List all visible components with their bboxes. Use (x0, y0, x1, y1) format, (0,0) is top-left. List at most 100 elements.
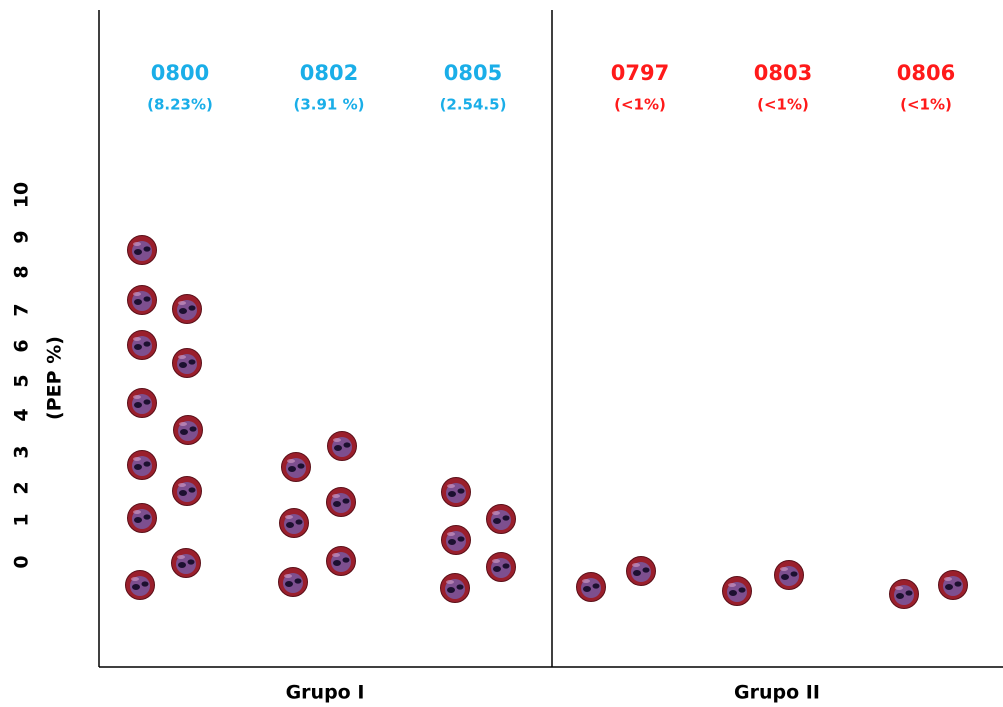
cell-highlight (332, 494, 340, 498)
cell-nucleus (493, 518, 501, 524)
cell-highlight (332, 553, 340, 557)
cell-nucleus (729, 590, 737, 596)
cell-highlight (178, 483, 186, 487)
cell-nucleus (286, 522, 294, 528)
cell-nucleus (896, 593, 904, 599)
cell-highlight (133, 457, 141, 461)
cell-icon (173, 477, 202, 506)
cell-nucleus (142, 581, 149, 586)
cell-icon (128, 286, 157, 315)
cell-nucleus (144, 341, 151, 346)
cells (126, 236, 968, 609)
cell-icon (775, 561, 804, 590)
group-label: Grupo II (734, 682, 820, 704)
y-axis-label: (PEP %) (44, 336, 66, 420)
cell-nucleus (178, 562, 186, 568)
cell-icon (327, 547, 356, 576)
cell-icon (172, 549, 201, 578)
column-code: 0806 (897, 61, 955, 85)
y-tick-label: 10 (11, 182, 33, 208)
cell-nucleus (906, 590, 913, 595)
cell-highlight (285, 515, 293, 519)
cell-highlight (178, 301, 186, 305)
cell-nucleus (583, 586, 591, 592)
cell-highlight (133, 510, 141, 514)
cell-icon (173, 295, 202, 324)
cell-nucleus (333, 501, 341, 507)
cell-icon (627, 557, 656, 586)
cell-icon (441, 574, 470, 603)
cell-nucleus (633, 570, 641, 576)
column-note: (<1%) (757, 96, 809, 114)
cell-highlight (895, 586, 903, 590)
cell-icon (487, 553, 516, 582)
y-tick-label: 2 (11, 481, 33, 494)
cell-nucleus (144, 296, 151, 301)
y-tick-label: 8 (11, 265, 33, 278)
cell-nucleus (344, 442, 351, 447)
cell-nucleus (189, 487, 196, 492)
y-tick-label: 0 (11, 555, 33, 568)
cell-icon (890, 580, 919, 609)
cell-icon (939, 571, 968, 600)
y-tick-label: 1 (11, 513, 33, 526)
cell-highlight (133, 337, 141, 341)
cell-nucleus (739, 587, 746, 592)
cell-nucleus (190, 426, 197, 431)
cell-icon (173, 349, 202, 378)
y-tick-label: 6 (11, 339, 33, 352)
cell-icon (128, 451, 157, 480)
cell-nucleus (458, 488, 465, 493)
cell-nucleus (144, 514, 151, 519)
cell-highlight (333, 438, 341, 442)
column-code: 0803 (754, 61, 812, 85)
cell-highlight (177, 555, 185, 559)
column-note: (8.23%) (147, 96, 213, 114)
column-note: (2.54.5) (440, 96, 507, 114)
cell-highlight (446, 580, 454, 584)
y-tick-label: 9 (11, 230, 33, 243)
cell-nucleus (447, 587, 455, 593)
cell-nucleus (791, 571, 798, 576)
cell-highlight (447, 532, 455, 536)
column-note: (<1%) (614, 96, 666, 114)
cell-icon (128, 236, 157, 265)
cell-nucleus (781, 574, 789, 580)
cell-nucleus (189, 305, 196, 310)
cell-highlight (944, 577, 952, 581)
column-code: 0797 (611, 61, 669, 85)
cell-highlight (131, 577, 139, 581)
cell-nucleus (134, 344, 142, 350)
cell-nucleus (134, 249, 142, 255)
y-tick-label: 3 (11, 445, 33, 458)
cell-highlight (178, 355, 186, 359)
cell-nucleus (643, 567, 650, 572)
cell-icon (282, 453, 311, 482)
cell-nucleus (503, 563, 510, 568)
cell-nucleus (179, 308, 187, 314)
cell-highlight (492, 559, 500, 563)
cell-nucleus (288, 466, 296, 472)
column-code: 0802 (300, 61, 358, 85)
cell-highlight (582, 579, 590, 583)
cell-highlight (179, 422, 187, 426)
column-code: 0800 (151, 61, 209, 85)
cell-nucleus (188, 559, 195, 564)
cell-icon (126, 571, 155, 600)
column-note: (3.91 %) (294, 96, 365, 114)
cell-highlight (728, 583, 736, 587)
cell-highlight (133, 292, 141, 296)
cell-nucleus (343, 498, 350, 503)
cell-icon (279, 568, 308, 597)
cell-icon (128, 504, 157, 533)
cell-nucleus (132, 584, 140, 590)
cell-nucleus (189, 359, 196, 364)
figure: (PEP %) Grupo I Grupo II 012345678910080… (0, 0, 1003, 707)
cell-icon (328, 432, 357, 461)
group-label: Grupo I (286, 682, 365, 704)
cell-icon (577, 573, 606, 602)
cell-nucleus (333, 560, 341, 566)
cell-nucleus (955, 581, 962, 586)
cell-nucleus (134, 517, 142, 523)
cell-nucleus (593, 583, 600, 588)
